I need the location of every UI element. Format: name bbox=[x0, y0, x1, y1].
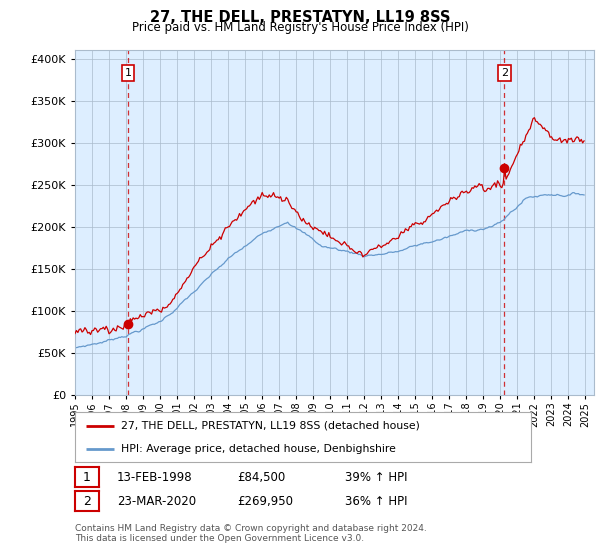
Text: Contains HM Land Registry data © Crown copyright and database right 2024.
This d: Contains HM Land Registry data © Crown c… bbox=[75, 524, 427, 543]
Text: 13-FEB-1998: 13-FEB-1998 bbox=[117, 470, 193, 484]
Text: 23-MAR-2020: 23-MAR-2020 bbox=[117, 494, 196, 508]
Text: 1: 1 bbox=[125, 68, 131, 78]
Text: Price paid vs. HM Land Registry's House Price Index (HPI): Price paid vs. HM Land Registry's House … bbox=[131, 21, 469, 34]
Text: £84,500: £84,500 bbox=[237, 470, 285, 484]
Text: 2: 2 bbox=[501, 68, 508, 78]
Text: 36% ↑ HPI: 36% ↑ HPI bbox=[345, 494, 407, 508]
Text: 2: 2 bbox=[83, 494, 91, 508]
Text: 27, THE DELL, PRESTATYN, LL19 8SS: 27, THE DELL, PRESTATYN, LL19 8SS bbox=[150, 10, 450, 25]
Text: 39% ↑ HPI: 39% ↑ HPI bbox=[345, 470, 407, 484]
Text: 1: 1 bbox=[83, 470, 91, 484]
Text: £269,950: £269,950 bbox=[237, 494, 293, 508]
Text: HPI: Average price, detached house, Denbighshire: HPI: Average price, detached house, Denb… bbox=[121, 445, 395, 454]
Text: 27, THE DELL, PRESTATYN, LL19 8SS (detached house): 27, THE DELL, PRESTATYN, LL19 8SS (detac… bbox=[121, 421, 419, 431]
